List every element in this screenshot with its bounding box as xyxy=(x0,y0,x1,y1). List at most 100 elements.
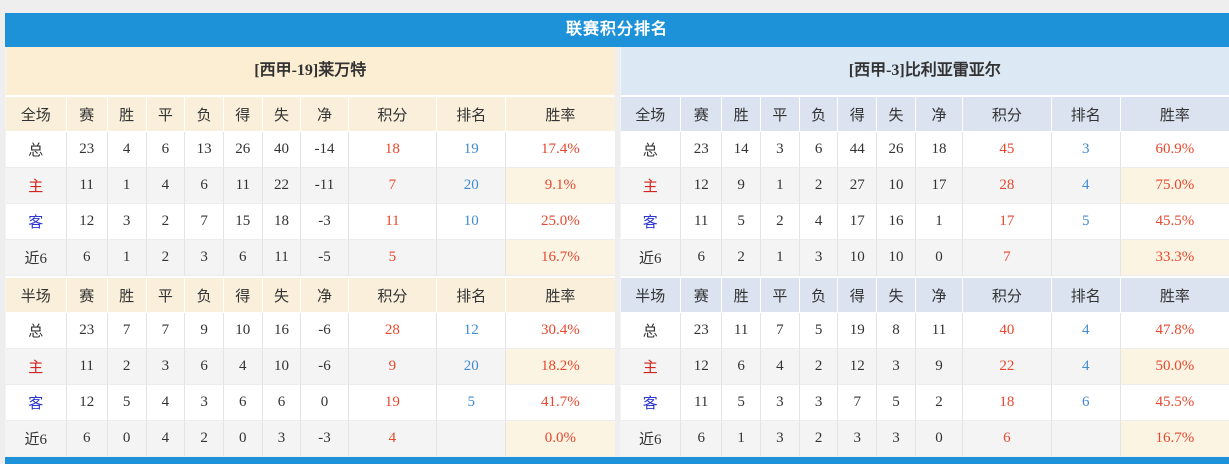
stat-cell: 19 xyxy=(838,313,878,349)
win-rate-cell: 17.4% xyxy=(506,132,615,168)
column-header: 积分 xyxy=(963,276,1052,313)
points-cell: 40 xyxy=(963,313,1052,349)
full-match-table-villarreal: 全场赛胜平负得失净积分 排名 胜率总 23 14 3 6 44 26 18 45 3 60.9% 主 12 9… xyxy=(620,95,1229,276)
header-row: 半场赛胜平负得失净积分 排名 胜率 xyxy=(6,276,615,313)
win-rate-cell: 75.0% xyxy=(1120,168,1229,204)
rank-cell: 20 xyxy=(437,349,507,385)
rank-cell xyxy=(1051,240,1121,276)
table-row: 主 12 9 1 2 27 10 17 28 4 75.0% xyxy=(620,168,1229,204)
win-rate-cell: 45.5% xyxy=(1120,385,1229,421)
column-header: 积分 xyxy=(963,95,1052,132)
table-row: 主 12 6 4 2 12 3 9 22 4 50.0% xyxy=(620,349,1229,385)
stat-cell: 23 xyxy=(681,132,723,168)
points-cell: 4 xyxy=(348,421,438,457)
rank-cell: 4 xyxy=(1051,168,1121,204)
stat-cell: 4 xyxy=(107,132,147,168)
stat-cell: 6 xyxy=(185,349,224,385)
stat-cell: 4 xyxy=(761,349,800,385)
column-header: 得 xyxy=(838,276,878,313)
stat-cell: 6 xyxy=(223,240,263,276)
rank-cell: 20 xyxy=(437,168,507,204)
points-cell: 7 xyxy=(348,168,438,204)
column-header: 赛 xyxy=(66,276,108,313)
stat-cell: 1 xyxy=(722,421,761,457)
stat-cell: 11 xyxy=(66,349,108,385)
column-header: 胜 xyxy=(722,95,761,132)
stat-cell: 3 xyxy=(838,421,878,457)
table-row: 总 23 4 6 13 26 40 -14 18 19 17.4% xyxy=(6,132,615,168)
column-header: 胜 xyxy=(107,276,147,313)
stat-cell: -6 xyxy=(301,349,349,385)
stat-cell: 10 xyxy=(223,313,263,349)
stat-cell: 27 xyxy=(838,168,878,204)
stat-cell: 12 xyxy=(681,168,723,204)
points-cell: 22 xyxy=(963,349,1052,385)
column-header: 平 xyxy=(761,276,800,313)
stat-cell: 3 xyxy=(761,421,800,457)
stat-cell: 6 xyxy=(223,385,263,421)
column-header: 胜率 xyxy=(506,276,615,313)
scope-header: 半场 xyxy=(6,276,67,313)
scope-header: 半场 xyxy=(620,276,682,313)
stat-cell: 6 xyxy=(66,240,108,276)
stat-cell: 2 xyxy=(146,240,186,276)
column-header: 排名 xyxy=(437,276,507,313)
points-cell: 28 xyxy=(348,313,438,349)
stat-cell: 9 xyxy=(915,349,964,385)
stat-cell: 23 xyxy=(681,313,723,349)
points-cell: 6 xyxy=(963,421,1052,457)
stat-cell: -5 xyxy=(301,240,349,276)
points-cell: 5 xyxy=(348,240,438,276)
stat-cell: 5 xyxy=(799,313,839,349)
column-header: 净 xyxy=(915,276,964,313)
row-label: 客 xyxy=(6,385,67,421)
rank-cell: 4 xyxy=(1051,349,1121,385)
stat-cell: 26 xyxy=(877,132,916,168)
stat-cell: 23 xyxy=(66,313,108,349)
table-row: 客 12 5 4 3 6 6 0 19 5 41.7% xyxy=(6,385,615,421)
stat-cell: 12 xyxy=(66,204,108,240)
column-header: 负 xyxy=(185,95,224,132)
stat-cell: 2 xyxy=(185,421,224,457)
stat-cell: 6 xyxy=(799,132,839,168)
stat-cell: 2 xyxy=(799,421,839,457)
header-row: 全场赛胜平负得失净积分 排名 胜率 xyxy=(620,95,1229,132)
stat-cell: 13 xyxy=(185,132,224,168)
header-row: 全场赛胜平负得失净积分 排名 胜率 xyxy=(6,95,615,132)
stat-cell: 4 xyxy=(146,421,186,457)
stat-cell: 0 xyxy=(223,421,263,457)
win-rate-cell: 16.7% xyxy=(1120,421,1229,457)
stat-cell: 6 xyxy=(681,240,723,276)
rank-cell: 10 xyxy=(437,204,507,240)
win-rate-cell: 30.4% xyxy=(506,313,615,349)
points-cell: 18 xyxy=(963,385,1052,421)
rank-cell xyxy=(437,240,507,276)
row-label: 近6 xyxy=(6,240,67,276)
stat-cell: 11 xyxy=(262,240,302,276)
column-header: 失 xyxy=(262,276,302,313)
stat-cell: 11 xyxy=(66,168,108,204)
stat-cell: 4 xyxy=(146,385,186,421)
stat-cell: 1 xyxy=(107,240,147,276)
row-label: 总 xyxy=(6,132,67,168)
stat-cell: 3 xyxy=(185,240,224,276)
row-label: 近6 xyxy=(620,240,682,276)
row-label: 总 xyxy=(620,132,682,168)
column-header: 失 xyxy=(877,276,916,313)
stat-cell: 7 xyxy=(146,313,186,349)
team-panel-levante: [西甲-19]莱万特 全场赛胜平负得失净积分 排名 胜率总 23 4 6 13 26 40 -14… xyxy=(5,47,615,457)
stat-cell: 11 xyxy=(915,313,964,349)
stat-cell: 10 xyxy=(262,349,302,385)
stat-cell: 17 xyxy=(838,204,878,240)
table-row: 总 23 14 3 6 44 26 18 45 3 60.9% xyxy=(620,132,1229,168)
column-header: 净 xyxy=(915,95,964,132)
row-label: 近6 xyxy=(620,421,682,457)
scope-header: 全场 xyxy=(6,95,67,132)
column-header: 胜率 xyxy=(1120,276,1229,313)
stat-cell: 4 xyxy=(223,349,263,385)
win-rate-cell: 16.7% xyxy=(506,240,615,276)
stat-cell: 26 xyxy=(223,132,263,168)
table-row: 主 11 1 4 6 11 22 -11 7 20 9.1% xyxy=(6,168,615,204)
win-rate-cell: 45.5% xyxy=(1120,204,1229,240)
